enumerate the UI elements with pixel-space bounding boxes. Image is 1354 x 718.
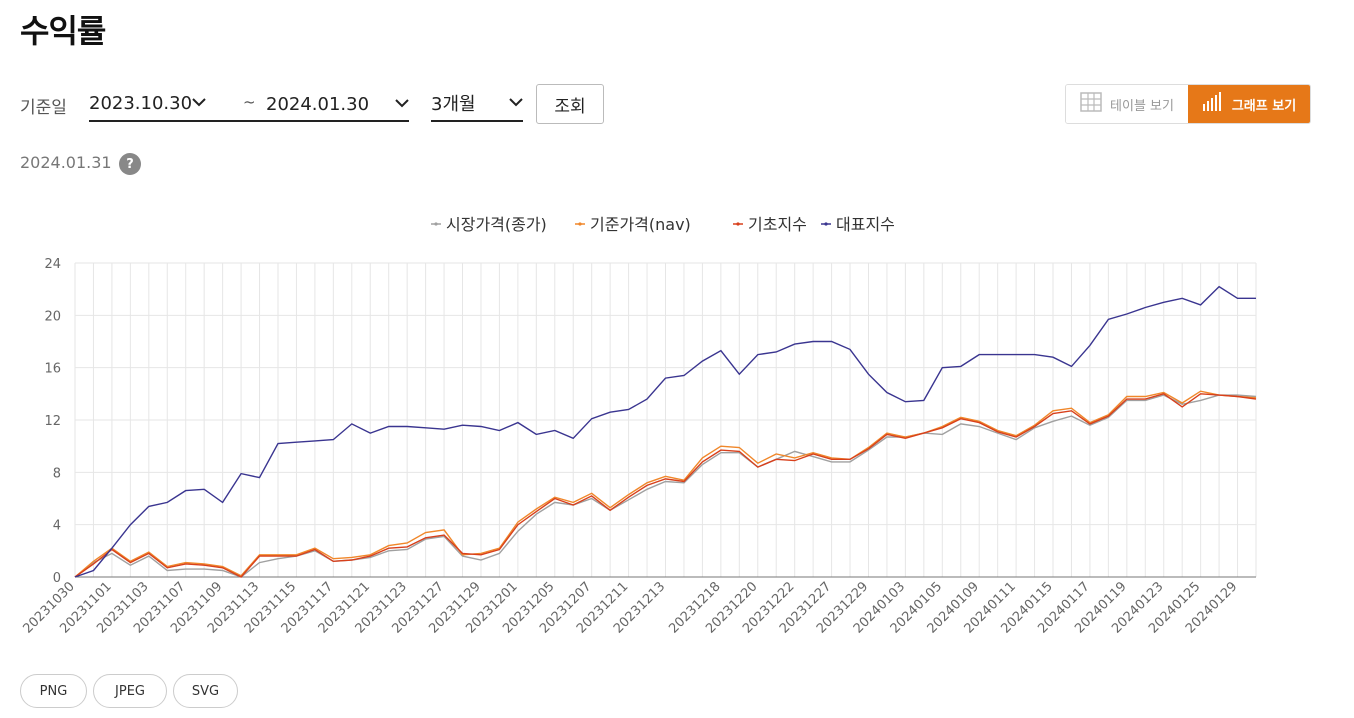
- legend-dot-2: [578, 222, 582, 226]
- search-button[interactable]: 조회: [536, 84, 604, 124]
- y-tick-label: 24: [44, 257, 61, 272]
- chevron-down-icon: [192, 96, 206, 111]
- end-date-value: 2024.01.30: [266, 93, 370, 115]
- y-tick-label: 16: [44, 362, 61, 377]
- series-line-4: [74, 285, 1256, 578]
- bar-chart-icon: [1202, 91, 1224, 117]
- chevron-down-icon: [509, 96, 523, 111]
- legend-label-4: 대표지수: [836, 215, 895, 234]
- export-png-button[interactable]: PNG: [20, 674, 87, 708]
- export-jpeg-button[interactable]: JPEG: [93, 674, 167, 708]
- table-view-button[interactable]: 테이블 보기: [1066, 85, 1188, 123]
- graph-view-button[interactable]: 그래프 보기: [1188, 85, 1310, 123]
- view-toggle: 테이블 보기 그래프 보기: [1065, 84, 1311, 124]
- page-title: 수익률: [20, 12, 106, 50]
- date-range-separator: ~: [243, 93, 256, 111]
- base-date-label: 기준일: [20, 98, 67, 118]
- y-tick-label: 20: [44, 309, 61, 324]
- start-date-value: 2023.10.30: [89, 92, 193, 114]
- table-grid-icon: [1080, 92, 1102, 116]
- chevron-down-icon: [395, 97, 409, 112]
- series-line-3: [74, 393, 1257, 578]
- legend-label-1: 시장가격(종가): [446, 215, 547, 234]
- graph-view-label: 그래프 보기: [1231, 98, 1297, 114]
- legend-dot-3: [736, 222, 740, 226]
- export-svg-button[interactable]: SVG: [173, 674, 238, 708]
- series-line-1: [74, 394, 1257, 578]
- y-tick-label: 12: [44, 414, 61, 429]
- end-date-select[interactable]: 2024.01.30: [266, 86, 409, 122]
- legend-dot-4: [824, 222, 828, 226]
- returns-line-chart: 0481216202420231030202311012023110320231…: [20, 215, 1257, 637]
- y-tick-label: 4: [53, 519, 61, 534]
- start-date-select[interactable]: 2023.10.30: [89, 86, 409, 122]
- table-view-label: 테이블 보기: [1110, 98, 1174, 114]
- help-icon[interactable]: ?: [119, 153, 141, 175]
- period-value: 3개월: [431, 94, 476, 115]
- y-tick-label: 8: [53, 466, 61, 481]
- y-tick-label: 0: [53, 571, 61, 586]
- series-line-2: [74, 390, 1257, 578]
- legend-dot-1: [434, 222, 438, 226]
- period-select[interactable]: 3개월: [431, 86, 523, 122]
- as-of-date: 2024.01.31: [20, 153, 112, 172]
- legend-label-3: 기초지수: [748, 215, 807, 234]
- legend-label-2: 기준가격(nav): [590, 215, 691, 234]
